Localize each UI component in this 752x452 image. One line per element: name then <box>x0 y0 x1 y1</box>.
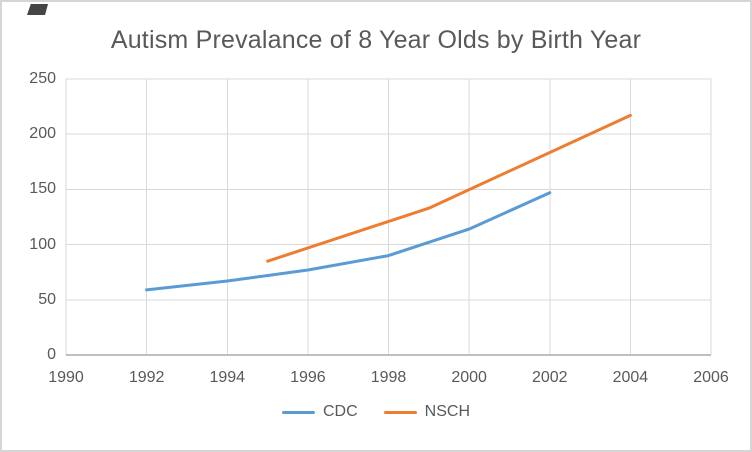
legend-line-swatch <box>281 410 315 414</box>
y-tick-label: 150 <box>29 180 56 198</box>
x-tick-label: 1992 <box>128 369 165 386</box>
y-tick-label: 200 <box>29 125 56 143</box>
x-tick-label: 1990 <box>48 369 84 386</box>
legend-label: CDC <box>322 403 358 420</box>
legend-item-cdc[interactable]: CDC <box>281 403 358 421</box>
legend-label: NSCH <box>424 403 470 420</box>
screen-artifact-cursor <box>27 4 48 15</box>
series-line-nsch[interactable] <box>266 113 632 263</box>
legend-line-swatch <box>383 410 417 414</box>
y-tick-label: 250 <box>29 70 56 87</box>
x-tick-label: 1994 <box>209 369 246 386</box>
legend: CDC NSCH <box>2 402 750 422</box>
legend-item-nsch[interactable]: NSCH <box>383 403 470 421</box>
x-tick-label: 2000 <box>451 369 487 386</box>
x-tick-label: 1998 <box>370 369 407 386</box>
y-tick-label: 50 <box>38 290 56 308</box>
x-tick-label: 2004 <box>612 369 649 386</box>
y-tick-label: 0 <box>47 346 56 363</box>
series-line-cdc[interactable] <box>145 191 552 292</box>
x-tick-label: 2006 <box>693 369 729 386</box>
y-tick-label: 100 <box>29 235 56 253</box>
x-tick-label: 2002 <box>531 369 568 386</box>
x-tick-label: 1996 <box>290 369 326 386</box>
chart-title: Autism Prevalance of 8 Year Olds by Birt… <box>110 26 642 54</box>
